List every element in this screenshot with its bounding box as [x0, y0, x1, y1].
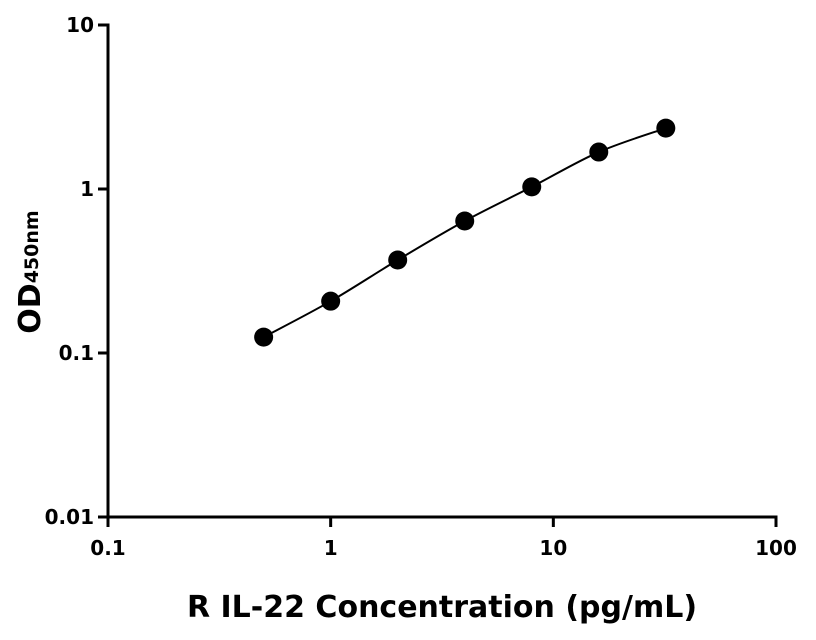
x-tick-label: 10 [539, 536, 567, 560]
data-point [388, 250, 408, 270]
x-tick-label: 0.1 [90, 536, 125, 560]
data-point [321, 291, 341, 311]
y-tick-label: 0.01 [45, 505, 94, 529]
x-axis-label: R IL-22 Concentration (pg/mL) [187, 590, 697, 625]
y-axis-label-subscript: 450nm [21, 210, 43, 283]
y-tick-label: 0.1 [59, 341, 94, 365]
y-tick-label: 1 [80, 177, 94, 201]
y-tick-label: 10 [66, 13, 94, 37]
y-axis-label-main: OD [13, 283, 48, 333]
data-point [455, 211, 475, 231]
data-point [522, 177, 542, 197]
y-axis-label: OD450nm [13, 210, 48, 333]
x-tick-label: 100 [755, 536, 797, 560]
data-point [589, 142, 609, 162]
x-tick-label: 1 [324, 536, 338, 560]
data-point [656, 118, 676, 138]
data-point [254, 327, 274, 347]
